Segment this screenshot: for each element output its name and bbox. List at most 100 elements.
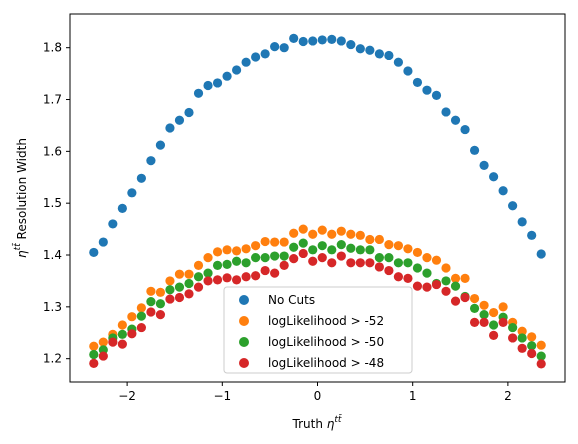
data-point-series-3-5	[136, 322, 146, 333]
data-point-series-3-23	[308, 256, 318, 266]
data-point-series-2-19	[270, 251, 280, 261]
data-point-series-2-31	[384, 253, 394, 263]
data-point-series-1-7	[155, 287, 166, 297]
data-point-series-1-36	[431, 255, 442, 265]
data-point-series-0-17	[251, 52, 261, 62]
data-point-series-0-1	[98, 237, 108, 247]
data-point-series-2-3	[117, 329, 127, 339]
data-point-series-2-23	[308, 245, 318, 255]
data-point-series-3-7	[155, 310, 166, 320]
data-point-series-1-16	[241, 244, 251, 254]
data-point-series-1-10	[184, 269, 194, 279]
data-point-series-0-4	[127, 188, 137, 198]
legend: No Cuts logLikelihood > -52 logLikelihoo…	[223, 286, 413, 374]
data-point-series-1-14	[222, 245, 232, 255]
data-point-series-2-38	[450, 281, 461, 291]
data-point-series-2-8	[165, 285, 175, 295]
data-point-series-3-25	[327, 258, 337, 268]
data-point-series-2-18	[260, 253, 270, 263]
data-point-series-1-35	[422, 253, 432, 263]
data-point-series-3-37	[441, 286, 451, 296]
data-point-series-0-46	[527, 230, 537, 240]
legend-box	[223, 286, 413, 374]
data-point-series-1-46	[527, 332, 537, 342]
data-point-series-0-3	[117, 203, 127, 213]
data-point-series-3-9	[174, 292, 185, 303]
data-point-series-3-11	[193, 282, 204, 292]
legend-marker-loglike-52	[239, 316, 249, 326]
data-point-series-0-26	[336, 36, 346, 46]
data-point-series-3-26	[336, 251, 346, 261]
data-point-series-2-45	[517, 333, 527, 343]
data-point-series-1-29	[365, 234, 375, 245]
data-point-series-3-8	[165, 294, 175, 304]
data-point-series-3-4	[127, 329, 137, 339]
data-point-series-0-29	[365, 45, 375, 55]
data-point-series-3-17	[251, 271, 261, 281]
data-point-series-1-17	[251, 241, 261, 251]
data-point-series-3-27	[346, 258, 356, 268]
data-point-series-0-9	[174, 115, 185, 125]
x-axis: −2 −1 0 1 2	[118, 382, 512, 403]
data-point-series-2-22	[298, 238, 308, 248]
y-tick-label-1: 1.3	[43, 300, 62, 314]
data-point-series-1-28	[355, 230, 365, 240]
data-point-series-3-19	[270, 268, 280, 278]
x-tick-label-2: 0	[314, 389, 322, 403]
data-point-series-2-26	[336, 240, 346, 250]
data-point-series-1-23	[308, 229, 318, 239]
data-point-series-0-41	[479, 160, 489, 170]
data-point-series-1-40	[469, 293, 480, 304]
data-point-series-1-45	[517, 326, 527, 336]
data-point-series-2-33	[403, 258, 413, 268]
data-point-series-2-35	[422, 268, 432, 278]
data-point-series-0-7	[155, 140, 166, 150]
data-point-series-1-31	[384, 240, 394, 250]
data-point-series-3-18	[260, 265, 270, 276]
legend-label-loglike-52: logLikelihood > -52	[268, 314, 384, 328]
data-point-series-0-27	[346, 39, 356, 50]
data-point-series-0-23	[308, 36, 318, 46]
data-point-series-2-25	[327, 245, 337, 255]
data-point-series-0-16	[241, 57, 251, 67]
data-point-series-3-34	[412, 281, 423, 291]
data-point-series-1-30	[374, 234, 384, 245]
y-axis: 1.2 1.3 1.4 1.5 1.6 1.7 1.8	[43, 41, 70, 366]
data-point-series-0-12	[203, 80, 213, 91]
y-tick-label-6: 1.8	[43, 41, 62, 55]
data-point-series-1-41	[479, 300, 489, 310]
data-point-series-0-38	[450, 115, 461, 125]
legend-marker-loglike-48	[239, 358, 249, 368]
data-point-series-2-29	[365, 245, 375, 255]
data-point-series-3-41	[479, 317, 489, 327]
data-point-series-0-20	[279, 43, 289, 53]
data-point-series-3-22	[298, 248, 308, 259]
data-point-series-2-41	[479, 310, 489, 320]
data-point-series-3-21	[289, 254, 299, 264]
data-point-series-0-18	[260, 49, 270, 59]
data-point-series-3-39	[460, 292, 470, 303]
data-point-series-3-1	[98, 351, 108, 361]
x-tick-label-3: 1	[409, 389, 417, 403]
data-point-series-0-2	[108, 219, 118, 229]
data-point-series-3-16	[241, 272, 251, 282]
data-point-series-0-42	[489, 172, 499, 182]
x-axis-label: Truth ηtt̄	[292, 413, 343, 431]
data-point-series-0-32	[393, 57, 404, 67]
data-point-series-3-3	[117, 339, 127, 349]
data-point-series-3-15	[231, 275, 242, 285]
data-point-series-1-33	[403, 244, 413, 254]
data-point-series-1-42	[489, 307, 499, 318]
data-point-series-1-47	[536, 340, 546, 350]
data-point-series-2-15	[231, 256, 242, 266]
data-point-series-2-10	[184, 278, 194, 289]
data-point-series-1-24	[317, 225, 327, 235]
data-point-series-1-22	[298, 224, 308, 234]
data-point-series-1-38	[450, 273, 461, 283]
data-point-series-0-45	[517, 217, 527, 227]
data-point-series-0-35	[422, 85, 432, 95]
y-tick-label-2: 1.4	[43, 248, 62, 262]
data-point-series-1-34	[412, 247, 423, 258]
x-tick-label-0: −2	[118, 389, 136, 403]
data-point-series-2-44	[508, 322, 518, 333]
